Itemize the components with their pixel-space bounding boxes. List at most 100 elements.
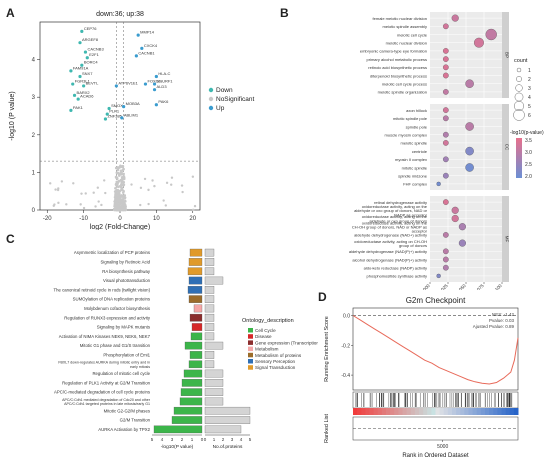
facet-strip (502, 12, 509, 98)
ontology-legend-label: Signal Transduction (255, 365, 296, 370)
rank-color-cell (452, 408, 457, 415)
nosig-point (121, 191, 125, 194)
nosig-point (80, 192, 83, 195)
ontology-legend-label: Sensory Perception (255, 359, 296, 364)
gene-label: ATP6V1E1 (118, 80, 138, 85)
nosig-point (65, 203, 68, 206)
barcode-frame (352, 391, 519, 409)
term-dot (442, 232, 449, 238)
pathway-label: APC/C:Cdh1 targeted proteins in late mit… (64, 402, 150, 406)
color-legend-label: 3.0 (525, 150, 532, 156)
x-tick-label: 5000 (437, 444, 448, 450)
pvalue-bar (173, 406, 203, 415)
y-tick-label: -0.2 (341, 343, 350, 349)
gene-label: MOB3A (126, 101, 140, 106)
nosig-point (57, 187, 60, 190)
nosig-point (193, 204, 197, 208)
nosig-point (103, 179, 106, 182)
y-axis-label: -log10 (P value) (9, 91, 16, 140)
rank-color-cell (485, 408, 490, 415)
rank-color-cell (361, 408, 366, 415)
gsea-plot: G2m Checkpoint 0.0 -0.2 -0.4 NES: -1.42Pvalu… (324, 296, 519, 459)
ontology-legend-title: Ontology_description (242, 318, 294, 324)
term-dot (451, 214, 459, 223)
pathway-label: Regulation of PLK1 Activity at G2/M Tran… (62, 380, 151, 385)
pvalue-text: Pvalue: 0.03 (489, 318, 515, 323)
nosig-point (147, 188, 150, 192)
rank-color-cell (472, 408, 478, 415)
nosig-point (120, 181, 124, 185)
nosig-point (191, 175, 195, 178)
gene-point-fgr3l1 (71, 82, 75, 86)
term-dot (436, 273, 441, 279)
rank-color-cell (493, 408, 498, 415)
nosig-point (120, 172, 123, 176)
nosig-point (121, 164, 125, 168)
volcano-title: down:36; up:38 (96, 11, 144, 18)
rank-color-cell (381, 408, 387, 415)
nosig-point (122, 177, 126, 181)
left-tick-label: 5 (151, 437, 154, 442)
ontology-legend-swatch (248, 346, 253, 352)
term-dot (442, 107, 449, 113)
gene-point-borc4 (80, 63, 84, 67)
pvalue-bar (193, 304, 203, 313)
count-legend-label: 3 (528, 86, 531, 92)
gene-label: BARX2 (77, 90, 91, 95)
term-label: oxidoreductase activity, acting on the (362, 220, 428, 225)
gene-label: PAK6 (158, 99, 169, 104)
gene-point-mmp14 (136, 33, 140, 37)
term-dot (451, 14, 459, 22)
term-dot (442, 115, 449, 122)
term-label: meiotic nuclear division (386, 41, 427, 46)
rank-color-cell (427, 408, 432, 415)
nosig-point (124, 208, 127, 212)
term-label: acceptor (412, 229, 428, 234)
enrichment-curve (352, 315, 519, 385)
count-legend-label: 4 (528, 95, 531, 101)
count-legend-circle (516, 76, 522, 82)
pathway-label: APC/C:Cdh1 mediated degradation of Cdc20… (62, 398, 151, 402)
nes-text: NES: -1.42 (492, 312, 515, 317)
ontology-legend-swatch (248, 359, 253, 364)
nosig-point (117, 174, 121, 177)
gene-point-pak6 (154, 103, 158, 107)
rank-color-cell (390, 408, 395, 415)
nosig-point (114, 186, 117, 190)
term-label: primary alcohol metabolic process (367, 57, 427, 62)
legend-label: NoSignificant (216, 96, 254, 103)
count-bar (204, 313, 215, 322)
left-axis-label: -log10(P value) (161, 444, 194, 450)
gene-label: SMOX (111, 103, 123, 108)
term-label: centriole (412, 149, 428, 154)
nosig-point (72, 182, 75, 185)
facet-strip (502, 196, 509, 282)
pathway-label: G2/M Transition (120, 418, 151, 423)
pathway-barchart: Asymmetric localization of PCP proteins S… (54, 248, 318, 450)
nosig-point (115, 176, 118, 180)
right-tick-label: 1 (213, 437, 216, 442)
facet-strip-label: MF (505, 236, 510, 243)
pathway-label: Mitotic G2-G2/M phases (104, 408, 150, 413)
rank-color-cell (414, 408, 420, 415)
nosig-point (94, 205, 97, 208)
legend-marker-down (208, 87, 214, 93)
gene-label: ZNF385 (107, 114, 122, 119)
count-legend-circle (514, 92, 524, 102)
pvalue-bar (153, 425, 203, 434)
rank-color-cell (365, 408, 370, 415)
nosig-point (120, 186, 124, 190)
pathway-label: early mitosis (130, 365, 150, 369)
count-bar (204, 397, 224, 406)
term-dot (442, 199, 449, 205)
term-label: group of donors (399, 243, 427, 248)
gene-label: E2F1 (89, 52, 99, 57)
x-axis-label: Rank in Ordered Dataset (402, 453, 469, 459)
rank-color-cell (353, 408, 358, 415)
rank-color-cell (369, 408, 375, 415)
count-bar (204, 248, 215, 257)
gene-point-cacnb1 (134, 54, 138, 58)
count-bar (204, 323, 215, 331)
term-dot (442, 56, 449, 62)
nosig-point (191, 208, 195, 212)
